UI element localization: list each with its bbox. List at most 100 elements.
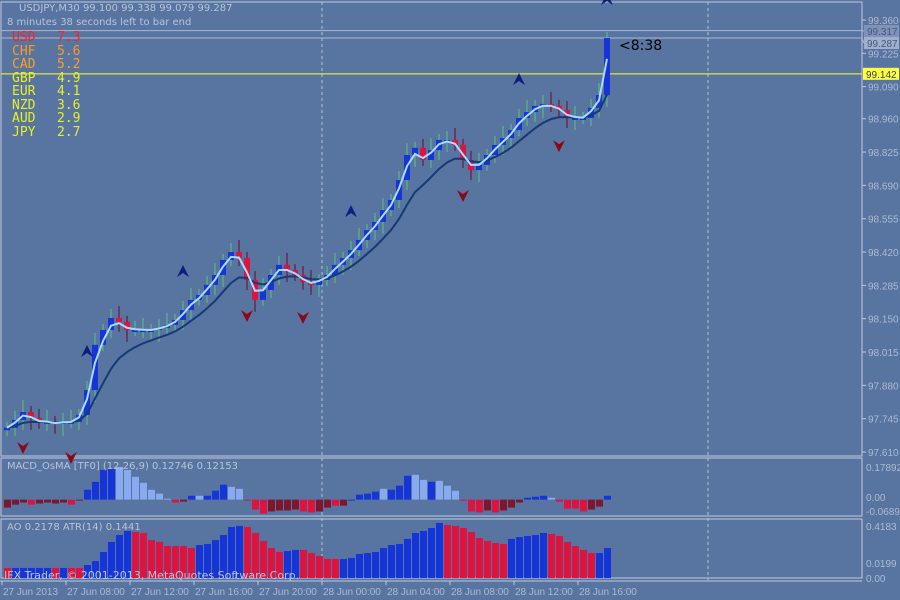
price-tick-label: 99.360	[868, 16, 899, 27]
macd-histogram-bar	[492, 499, 499, 513]
macd-histogram-bar	[172, 499, 179, 503]
ao-histogram-bar	[364, 553, 371, 578]
ao-histogram-bar	[156, 541, 163, 578]
macd-histogram-bar	[460, 499, 467, 501]
ao-histogram-bar	[12, 567, 19, 578]
macd-histogram-bar	[548, 497, 555, 500]
ao-histogram-bar	[356, 553, 363, 578]
candle-body	[420, 147, 426, 160]
ao-histogram-bar	[532, 535, 539, 578]
time-tick-label: 27 Jun 16:00	[195, 587, 253, 598]
macd-histogram-bar	[396, 485, 403, 500]
macd-histogram-bar	[180, 499, 187, 502]
macd-histogram-bar	[28, 499, 35, 505]
macd-histogram-bar	[252, 499, 259, 510]
macd-histogram-bar	[572, 499, 579, 509]
ao-histogram-bar	[508, 538, 515, 578]
candle-body	[460, 144, 466, 160]
strength-row-cad: CAD 5.2	[12, 58, 80, 72]
macd-histogram-bar	[124, 470, 131, 500]
ao-histogram-bar	[92, 561, 99, 578]
ao-histogram-bar	[212, 540, 219, 578]
price-tick-label: 99.090	[868, 83, 899, 94]
current-price-badge	[863, 67, 899, 80]
strength-value: 5.6	[57, 43, 81, 59]
currency-code: JPY	[12, 124, 36, 140]
macd-histogram-bar	[44, 499, 51, 503]
macd-histogram-bar	[284, 499, 291, 511]
ao-histogram-bar	[404, 538, 411, 578]
strength-value: 2.9	[57, 111, 81, 126]
macd-histogram-bar	[260, 499, 267, 514]
macd-histogram-bar	[236, 488, 243, 500]
ao-histogram-bar	[108, 541, 115, 578]
macd-histogram-bar	[132, 476, 139, 500]
price-tick-label: 98.150	[868, 315, 899, 326]
ask-price-badge	[864, 25, 899, 37]
macd-histogram-bar	[12, 499, 19, 505]
slow-moving-average-line	[6, 94, 608, 429]
currency-strength-table: USD 7.3 CHF 5.6 CAD 5.2 GBP 4.9 EUR 4.1 NZD 3.6 AUD 2…	[12, 31, 80, 139]
price-tick-label: 99.225	[868, 49, 899, 60]
price-tick-label: 98.690	[868, 181, 899, 192]
macd-histogram-bar	[20, 499, 27, 503]
ao-histogram-bar	[524, 535, 531, 578]
macd-histogram-bar	[316, 499, 323, 512]
ao-histogram-bar	[68, 567, 75, 578]
macd-histogram-bar	[364, 493, 371, 500]
sell-arrow-icon	[17, 442, 29, 455]
ao-histogram-bar	[188, 548, 195, 578]
strength-value: 3.6	[57, 97, 81, 113]
strength-value: 4.1	[57, 84, 81, 99]
macd-histogram-bar	[100, 470, 107, 500]
ao-histogram-bar	[340, 559, 347, 578]
price-tick-label: 97.745	[868, 415, 899, 426]
ao-histogram-bar	[436, 522, 443, 578]
candle-body	[260, 290, 266, 300]
time-tick-label: 27 Jun 12:00	[131, 587, 189, 598]
macd-histogram-bar	[92, 481, 99, 500]
macd-histogram-bar	[348, 499, 355, 501]
macd-histogram-bar	[76, 499, 83, 501]
ao-histogram-bar	[180, 545, 187, 578]
ao-histogram-bar	[372, 551, 379, 578]
time-tick-label: 28 Jun 00:00	[323, 587, 381, 598]
candle-body	[452, 139, 458, 145]
ao-histogram-bar	[348, 557, 355, 578]
buy-arrow-icon	[345, 205, 357, 218]
ao-histogram-bar	[564, 541, 571, 578]
price-tick-label: 98.555	[868, 215, 899, 226]
macd-histogram-bar	[516, 499, 523, 503]
ao-histogram-bar	[204, 543, 211, 578]
bar-timer-text: 8 minutes 38 seconds left to bar end	[7, 17, 192, 28]
macd-histogram-bar	[340, 499, 347, 506]
candle-body	[428, 150, 434, 160]
macd-histogram-bar	[388, 489, 395, 500]
ao-histogram-bar	[236, 525, 243, 578]
time-tick-label: 28 Jun 12:00	[515, 587, 573, 598]
ao-histogram-bar	[324, 559, 331, 578]
ao-histogram-bar	[460, 527, 467, 578]
ao-histogram-bar	[284, 551, 291, 578]
strength-value: 5.2	[57, 57, 81, 72]
ao-histogram-bar	[116, 535, 123, 578]
macd-histogram-bar	[532, 496, 539, 500]
candle-body	[412, 147, 418, 156]
candle-body	[284, 264, 290, 271]
macd-histogram-bar	[188, 495, 195, 500]
candle-body	[604, 38, 610, 96]
ao-histogram-bar	[28, 567, 35, 578]
ao-histogram-bar	[276, 551, 283, 578]
countdown-label: <8:38	[619, 38, 663, 54]
ao-histogram-bar	[244, 527, 251, 578]
buy-arrow-icon	[513, 73, 525, 86]
ao-histogram-bar	[172, 545, 179, 578]
macd-histogram-bar	[140, 482, 147, 500]
ao-histogram-bar	[36, 567, 43, 578]
macd-histogram-bar	[444, 485, 451, 500]
candle-body	[572, 118, 578, 121]
ao-histogram-bar	[412, 532, 419, 578]
ao-histogram-bar	[260, 540, 267, 578]
macd-histogram-bar	[156, 493, 163, 500]
